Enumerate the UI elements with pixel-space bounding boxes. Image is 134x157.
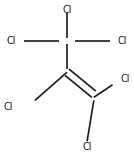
Text: Cl: Cl xyxy=(7,36,16,46)
Text: Cl: Cl xyxy=(4,102,13,112)
Text: Cl: Cl xyxy=(62,5,72,15)
Text: Cl: Cl xyxy=(118,36,127,46)
Text: Cl: Cl xyxy=(121,73,130,84)
Text: Cl: Cl xyxy=(82,142,92,152)
